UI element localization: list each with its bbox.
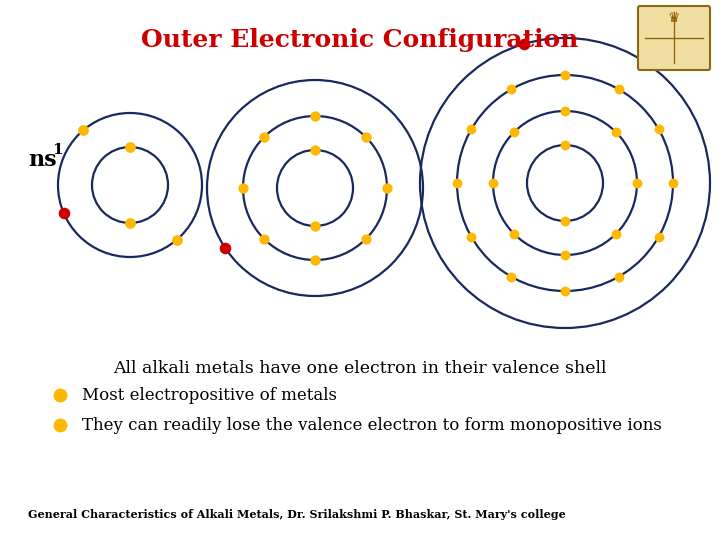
Text: Most electropositive of metals: Most electropositive of metals [82, 387, 337, 403]
Point [310, 222, 321, 231]
Point [487, 179, 499, 187]
Point [58, 209, 69, 218]
Point [559, 251, 571, 259]
Point [610, 230, 621, 238]
Point [559, 287, 571, 295]
Text: ♛: ♛ [667, 11, 680, 25]
Point [54, 421, 66, 429]
Point [171, 235, 183, 244]
Point [125, 143, 136, 151]
Point [220, 244, 231, 253]
Point [613, 272, 624, 281]
Point [451, 179, 463, 187]
Point [78, 126, 89, 134]
Point [667, 179, 679, 187]
Point [125, 219, 136, 227]
Point [258, 133, 270, 141]
Point [559, 217, 571, 225]
Point [238, 184, 249, 192]
Point [653, 125, 665, 133]
Point [508, 230, 520, 238]
Point [505, 272, 517, 281]
Point [508, 128, 520, 137]
Point [310, 112, 321, 120]
Point [518, 39, 530, 48]
Point [466, 233, 477, 241]
Text: ns: ns [28, 149, 57, 171]
FancyBboxPatch shape [638, 6, 710, 70]
Text: They can readily lose the valence electron to form monopositive ions: They can readily lose the valence electr… [82, 416, 662, 434]
Point [559, 141, 571, 150]
Text: All alkali metals have one electron in their valence shell: All alkali metals have one electron in t… [113, 360, 607, 377]
Point [613, 85, 624, 93]
Point [505, 85, 517, 93]
Point [54, 390, 66, 399]
Text: Outer Electronic Configuration: Outer Electronic Configuration [141, 28, 579, 52]
Point [466, 125, 477, 133]
Point [610, 128, 621, 137]
Point [631, 179, 643, 187]
Point [559, 107, 571, 116]
Text: General Characteristics of Alkali Metals, Dr. Srilakshmi P. Bhaskar, St. Mary's : General Characteristics of Alkali Metals… [28, 509, 566, 520]
Point [310, 255, 321, 264]
Point [360, 133, 372, 141]
Point [360, 234, 372, 243]
Text: 1: 1 [52, 143, 63, 157]
Point [559, 71, 571, 79]
Point [653, 233, 665, 241]
Point [258, 234, 270, 243]
Point [382, 184, 393, 192]
Point [310, 146, 321, 154]
